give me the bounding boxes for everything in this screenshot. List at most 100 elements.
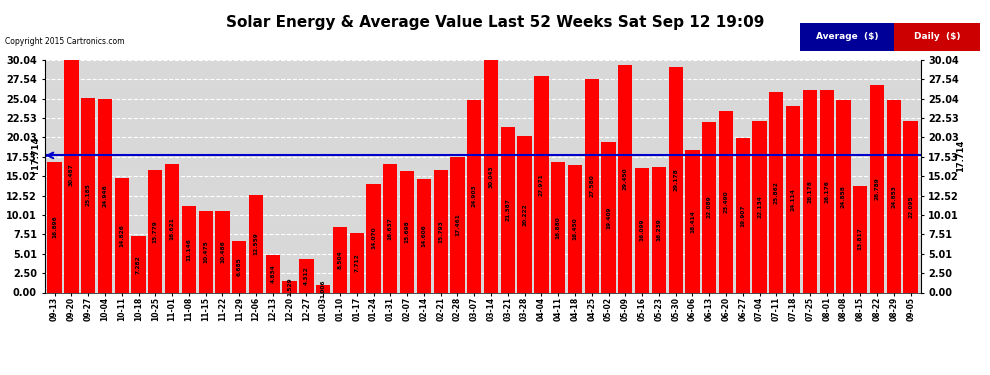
Text: 27.580: 27.580 <box>589 174 594 197</box>
Text: 26.178: 26.178 <box>808 180 813 203</box>
Bar <box>904 122 918 292</box>
Text: 22.134: 22.134 <box>757 195 762 218</box>
Text: 1.006: 1.006 <box>321 279 326 298</box>
Text: 14.070: 14.070 <box>371 227 376 249</box>
Bar <box>518 136 532 292</box>
Bar <box>132 236 146 292</box>
Text: 23.490: 23.490 <box>724 190 729 213</box>
Text: 24.946: 24.946 <box>103 184 108 207</box>
Text: 7.282: 7.282 <box>136 255 141 274</box>
Text: 17.714: 17.714 <box>955 139 964 172</box>
Bar <box>769 92 783 292</box>
Text: 14.606: 14.606 <box>422 225 427 248</box>
Text: 15.698: 15.698 <box>405 220 410 243</box>
Text: 24.853: 24.853 <box>891 185 896 208</box>
Text: 22.089: 22.089 <box>707 196 712 218</box>
Bar <box>887 100 901 292</box>
Text: 12.559: 12.559 <box>253 232 258 255</box>
Bar <box>702 122 717 292</box>
Text: 26.789: 26.789 <box>874 177 879 200</box>
Bar <box>349 233 364 292</box>
Bar <box>115 178 129 292</box>
Text: 17.461: 17.461 <box>455 213 460 236</box>
Text: 26.176: 26.176 <box>825 180 830 203</box>
Text: Copyright 2015 Cartronics.com: Copyright 2015 Cartronics.com <box>5 38 125 46</box>
Text: 21.387: 21.387 <box>505 198 510 221</box>
Text: 24.903: 24.903 <box>471 185 477 207</box>
Bar <box>484 60 498 292</box>
Text: 22.095: 22.095 <box>908 196 913 218</box>
Bar <box>501 127 515 292</box>
Text: 10.475: 10.475 <box>203 241 208 263</box>
Bar <box>450 158 464 292</box>
Bar <box>417 180 431 292</box>
Text: 16.099: 16.099 <box>640 219 644 242</box>
Bar <box>182 206 196 292</box>
Text: ↑17.714: ↑17.714 <box>30 136 39 175</box>
Bar <box>736 138 749 292</box>
Bar <box>98 99 112 292</box>
Bar <box>568 165 582 292</box>
Text: 30.487: 30.487 <box>69 163 74 186</box>
Bar <box>837 100 850 292</box>
Bar <box>870 85 884 292</box>
Bar <box>232 241 247 292</box>
Text: Daily  ($): Daily ($) <box>914 32 960 41</box>
Text: 19.409: 19.409 <box>606 206 611 229</box>
Text: 25.862: 25.862 <box>774 181 779 204</box>
Bar <box>48 162 61 292</box>
Bar <box>786 106 800 292</box>
Bar <box>618 64 633 292</box>
Text: 4.834: 4.834 <box>270 264 275 283</box>
Bar <box>803 90 817 292</box>
Bar <box>165 164 179 292</box>
Text: 16.637: 16.637 <box>388 217 393 240</box>
Text: 16.896: 16.896 <box>52 216 57 238</box>
Text: 20.222: 20.222 <box>522 203 527 226</box>
Bar <box>685 150 700 292</box>
Text: 19.907: 19.907 <box>741 204 745 227</box>
Text: 30.043: 30.043 <box>488 165 494 188</box>
Text: 18.414: 18.414 <box>690 210 695 232</box>
Bar <box>265 255 280 292</box>
Bar <box>467 100 481 292</box>
Bar <box>535 76 548 292</box>
Text: 6.685: 6.685 <box>237 257 242 276</box>
Bar <box>64 57 78 292</box>
Text: 15.793: 15.793 <box>439 220 444 243</box>
Bar <box>366 184 381 292</box>
Bar <box>551 162 565 292</box>
Text: 24.114: 24.114 <box>791 188 796 211</box>
Text: 7.712: 7.712 <box>354 253 359 272</box>
Bar <box>383 164 397 292</box>
Text: 29.178: 29.178 <box>673 168 678 191</box>
Text: 4.312: 4.312 <box>304 267 309 285</box>
Bar <box>400 171 414 292</box>
Text: 24.858: 24.858 <box>841 185 846 208</box>
Bar <box>820 90 834 292</box>
Bar <box>199 211 213 292</box>
Text: Solar Energy & Average Value Last 52 Weeks Sat Sep 12 19:09: Solar Energy & Average Value Last 52 Wee… <box>226 15 764 30</box>
Text: Average  ($): Average ($) <box>816 32 878 41</box>
Text: 29.450: 29.450 <box>623 167 628 190</box>
Text: 16.450: 16.450 <box>572 217 577 240</box>
Bar <box>601 142 616 292</box>
Bar <box>316 285 331 292</box>
Bar <box>853 186 867 292</box>
Bar <box>216 211 230 292</box>
Bar <box>719 111 734 292</box>
Bar <box>651 167 666 292</box>
Bar <box>81 98 95 292</box>
Bar <box>752 121 766 292</box>
Text: 1.529: 1.529 <box>287 277 292 296</box>
Text: 10.486: 10.486 <box>220 240 225 263</box>
Bar <box>299 259 314 292</box>
Text: 13.817: 13.817 <box>857 228 862 251</box>
Bar <box>434 170 447 292</box>
Text: 14.826: 14.826 <box>119 224 125 247</box>
Text: 11.146: 11.146 <box>186 238 191 261</box>
Text: 16.239: 16.239 <box>656 218 661 241</box>
Text: 25.185: 25.185 <box>86 184 91 207</box>
Text: 8.504: 8.504 <box>338 250 343 269</box>
Bar <box>584 79 599 292</box>
